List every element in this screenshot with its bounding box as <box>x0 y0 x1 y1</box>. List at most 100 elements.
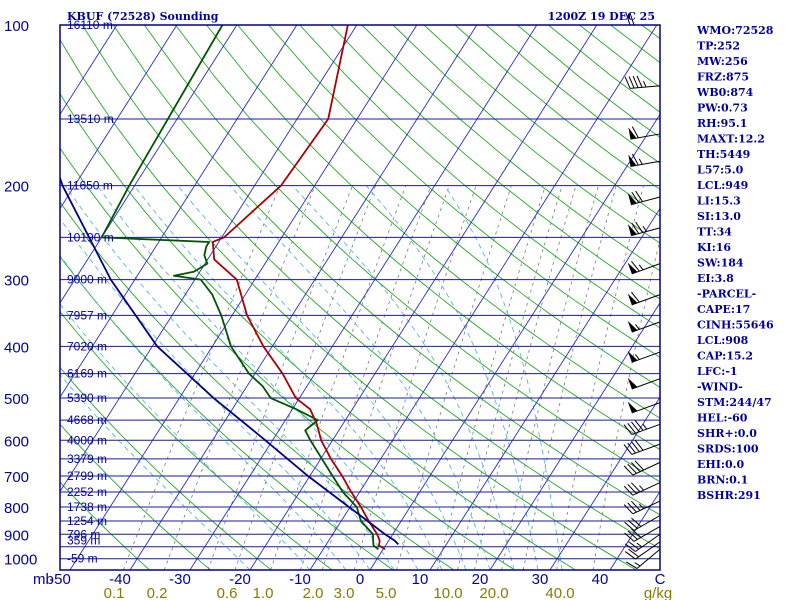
height-label: 3379 m <box>67 452 107 466</box>
wind-barb-flag <box>627 519 638 529</box>
wind-barb <box>627 401 661 414</box>
height-label: 359 m <box>67 534 100 548</box>
isotherm-line <box>60 25 358 493</box>
plot-frame <box>59 24 661 571</box>
pressure-tick-label: 1000 <box>4 552 37 569</box>
temperature-tick-label: 30 <box>532 571 549 588</box>
isotherm-line <box>429 207 660 570</box>
wind-barb-flag <box>631 421 640 433</box>
wind-barb-flag <box>631 291 640 303</box>
sounding-index: WB0:874 <box>696 86 754 99</box>
wind-barb-flag <box>623 465 634 476</box>
sounding-indices: WMO:72528 TP:252 MW:256 FRZ:875 WB0:874 PW:0.… <box>696 24 774 502</box>
dry-adiabat <box>60 423 211 570</box>
wind-barb-staff <box>631 443 661 455</box>
wind-barb-staff <box>630 85 661 89</box>
wind-barb <box>625 548 661 569</box>
mixing-ratio-label: 1.0 <box>253 585 274 600</box>
sounding-index: MAXT:12.2 <box>697 133 765 146</box>
temperature-tick-label: 20 <box>472 571 489 588</box>
wind-barb-flag <box>631 517 642 527</box>
wind-barb <box>627 190 661 206</box>
mixing-ratio-line <box>556 185 644 570</box>
height-label: 7957 m <box>67 308 107 322</box>
height-label: 1254 m <box>67 514 107 528</box>
dry-adiabat <box>361 25 660 272</box>
pressure-tick-label: 800 <box>4 500 29 517</box>
wind-barb <box>624 75 661 89</box>
pressure-unit-label: mb <box>33 571 54 588</box>
pressure-tick-label: 400 <box>4 339 29 356</box>
wind-barb <box>623 440 661 455</box>
sounding-index: SHR+:0.0 <box>697 427 757 440</box>
sounding-index: -WIND- <box>697 381 743 394</box>
temperature-tick-label: -30 <box>169 571 191 588</box>
wind-barb-flag <box>628 541 639 550</box>
wind-barb-flag <box>623 504 634 515</box>
temperature-tick-label: 40 <box>592 571 609 588</box>
mixing-ratio-label: 2.0 <box>303 585 324 600</box>
wind-barb-flag <box>631 126 639 138</box>
wind-barb-half-flag <box>638 264 644 271</box>
temperature-tick-label: -50 <box>49 571 71 588</box>
wind-barb-half-flag <box>638 158 643 165</box>
wind-barb-flag <box>635 221 644 233</box>
wind-barb-staff <box>635 533 661 552</box>
pressure-tick-label: 500 <box>4 391 29 408</box>
wind-barb-pennant <box>627 377 638 389</box>
height-label: 11650 m <box>67 179 113 193</box>
dry-adiabat <box>81 25 660 550</box>
wind-barb-pennant <box>627 351 638 363</box>
height-label: -59 m <box>67 552 98 566</box>
sounding-index: TH:5449 <box>697 148 750 161</box>
sounding-index: CAPE:17 <box>697 303 750 316</box>
mixing-ratio-label: 3.0 <box>334 585 355 600</box>
pressure-tick-label: 900 <box>4 527 29 544</box>
parcel-trace <box>60 175 399 545</box>
dewpoint-trace <box>100 25 379 550</box>
wind-barb-flag <box>631 528 642 538</box>
moist-adiabat <box>96 185 419 570</box>
wind-barb-flag <box>627 463 637 474</box>
wind-barb-column <box>623 12 661 569</box>
station-title: KBUF (72528) Sounding <box>67 10 219 23</box>
temperature-tick-label: -20 <box>229 571 251 588</box>
wind-barb-flag <box>628 76 635 89</box>
mixing-ratio-line <box>321 185 450 570</box>
mixing-ratio-label: 20.0 <box>479 585 508 600</box>
mixing-ratio-line <box>300 185 432 570</box>
sounding-index: STM:244/47 <box>697 396 772 409</box>
mixing-ratio-line <box>474 185 577 570</box>
mixing-ratio-line <box>122 185 281 570</box>
dry-adiabat <box>299 25 660 329</box>
temperature-tick-label: -40 <box>109 571 131 588</box>
sounding-index: FRZ:875 <box>697 71 749 84</box>
wind-barb <box>623 420 661 436</box>
wind-barb-half-flag <box>642 225 647 232</box>
moist-adiabat <box>60 254 347 570</box>
wind-barb-half-flag <box>635 354 640 360</box>
wind-barb-half-flag <box>642 423 648 430</box>
wind-barb-flag <box>635 190 644 202</box>
moist-adiabat <box>365 185 539 570</box>
sounding-index: CINH:55646 <box>697 319 774 332</box>
height-label: 5390 m <box>67 391 107 405</box>
height-label: 13510 m <box>67 112 114 126</box>
wind-barb-pennant <box>628 127 637 140</box>
dry-adiabat <box>60 366 272 570</box>
sounding-index: LI:15.3 <box>697 195 741 208</box>
wind-barb-flag <box>631 441 640 452</box>
height-label: 1738 m <box>67 500 107 514</box>
wind-barb <box>627 221 661 237</box>
mixing-ratio-line <box>207 185 353 570</box>
wind-barb-flag <box>623 485 634 496</box>
mixing-ratio-label: 0.6 <box>217 585 238 600</box>
moist-adiabat <box>60 303 311 570</box>
wind-barb-flag <box>631 260 640 272</box>
sounding-index: RH:95.1 <box>697 117 747 130</box>
wind-barb-flag <box>627 422 636 434</box>
wind-barb <box>624 533 661 552</box>
mixing-ratio-label: 10.0 <box>433 585 462 600</box>
dry-adiabat <box>144 25 660 483</box>
